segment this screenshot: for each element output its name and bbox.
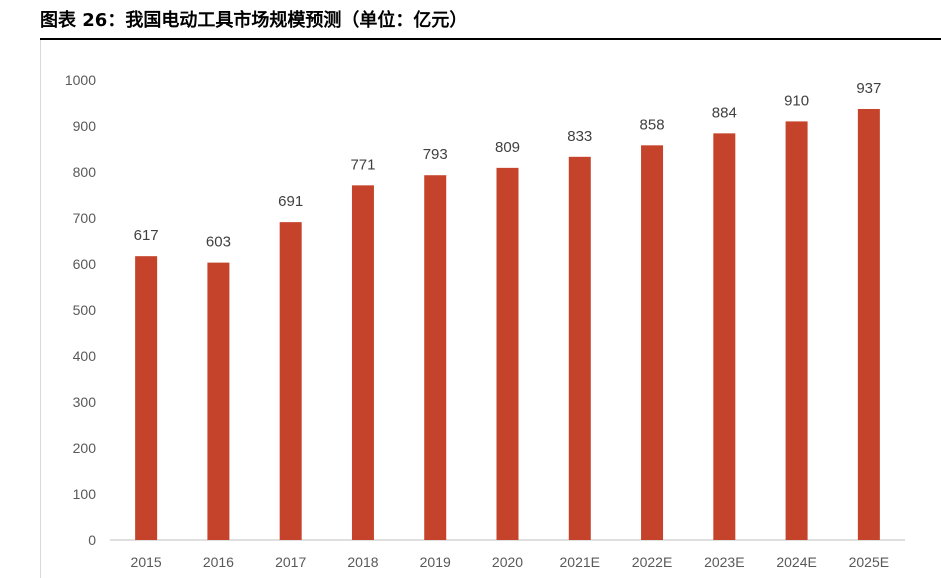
x-tick-label: 2020	[492, 554, 523, 570]
x-axis-ticks: 2015 2016 2017 2018 2019 2020 2021E 2022E 2023E 2…	[131, 554, 890, 570]
data-label: 858	[640, 116, 665, 133]
title-rule	[40, 38, 941, 40]
bar-2022E	[641, 145, 664, 540]
bar-2016	[207, 262, 230, 540]
x-tick-label: 2023E	[704, 554, 744, 570]
bar-2023E	[713, 133, 736, 541]
data-label: 937	[856, 80, 881, 97]
data-label: 910	[784, 92, 809, 109]
bars	[135, 108, 880, 541]
bar-2018	[351, 185, 374, 540]
bar-2019	[424, 175, 447, 540]
x-tick-label: 2017	[275, 554, 306, 570]
y-tick-label: 900	[73, 118, 97, 134]
y-tick-label: 100	[73, 486, 97, 502]
data-label: 884	[712, 104, 737, 121]
data-label: 793	[423, 146, 448, 163]
y-tick-label: 1000	[65, 72, 96, 88]
x-tick-label: 2018	[347, 554, 378, 570]
y-tick-label: 500	[73, 302, 97, 318]
y-tick-label: 800	[73, 164, 97, 180]
x-tick-label: 2016	[203, 554, 234, 570]
bar-2025E	[857, 108, 880, 540]
x-tick-label: 2015	[131, 554, 162, 570]
y-tick-label: 600	[73, 256, 97, 272]
data-label: 809	[495, 139, 520, 156]
x-tick-label: 2019	[420, 554, 451, 570]
data-label: 771	[350, 156, 375, 173]
data-labels: 617 603 691 771 793 809 833 858 884 910 937	[134, 80, 882, 251]
figure-title: 图表 26：我国电动工具市场规模预测（单位：亿元）	[40, 10, 468, 31]
y-axis-ticks: 0 100 200 300 400 500 600 700 800 900 1000	[65, 72, 96, 548]
y-tick-label: 700	[73, 210, 97, 226]
bar-2017	[279, 222, 302, 540]
data-label: 691	[278, 193, 303, 210]
y-tick-label: 0	[88, 532, 96, 548]
bar-2020	[496, 167, 519, 541]
x-tick-label: 2021E	[560, 554, 600, 570]
y-tick-label: 200	[73, 440, 97, 456]
x-tick-label: 2025E	[849, 554, 889, 570]
y-tick-label: 400	[73, 348, 97, 364]
bar-2021E	[568, 156, 591, 540]
bar-2024E	[785, 121, 808, 541]
data-label: 603	[206, 234, 231, 251]
data-label: 833	[567, 128, 592, 145]
chart-frame	[40, 40, 940, 578]
bar-2015	[135, 256, 158, 540]
y-tick-label: 300	[73, 394, 97, 410]
data-label: 617	[134, 227, 159, 244]
x-tick-label: 2024E	[776, 554, 816, 570]
x-tick-label: 2022E	[632, 554, 672, 570]
